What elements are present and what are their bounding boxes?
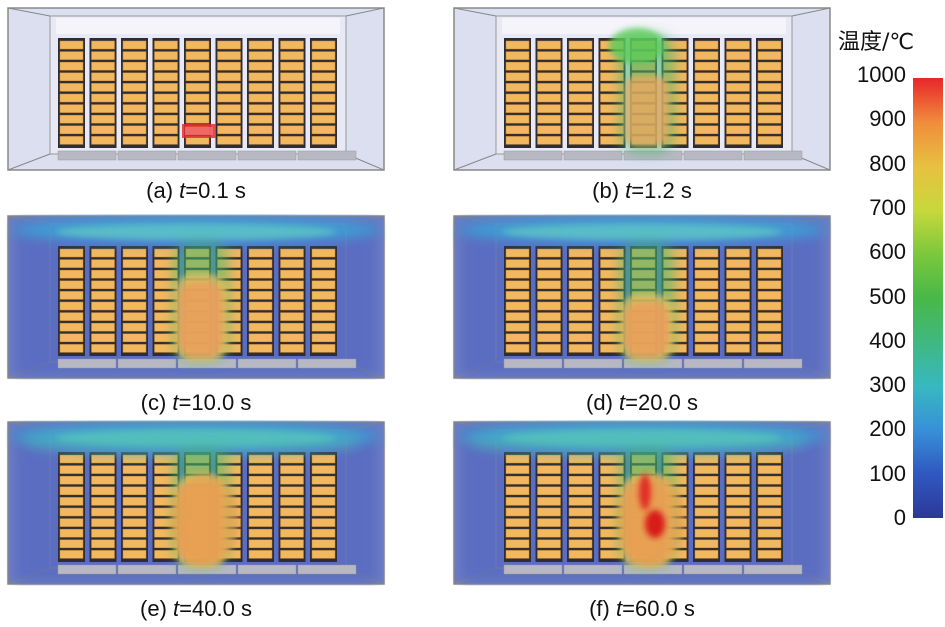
rack-room-diagram — [453, 7, 831, 171]
rack-room-diagram — [453, 421, 831, 585]
panel-d — [452, 214, 832, 380]
caption-e: (e) t=40.0 s — [140, 596, 252, 621]
panel-f — [452, 420, 832, 586]
caption-c: (c) t=10.0 s — [140, 390, 252, 415]
rack-room-diagram — [7, 7, 385, 171]
colorbar-tick-label: 700 — [869, 194, 906, 220]
colorbar-tick-label: 600 — [869, 239, 906, 265]
rack-room-diagram — [7, 215, 385, 379]
panel-e — [6, 420, 386, 586]
rack-room-diagram — [7, 421, 385, 585]
colorbar-tick-label: 200 — [869, 416, 906, 442]
panel-b — [452, 6, 832, 172]
colorbar-tick-label: 100 — [869, 460, 906, 486]
colorbar-tick-label: 800 — [869, 150, 906, 176]
rack-room-diagram — [453, 215, 831, 379]
panel-a — [6, 6, 386, 172]
colorbar — [913, 78, 943, 518]
colorbar-tick-label: 400 — [869, 327, 906, 353]
colorbar-tick-label: 900 — [869, 106, 906, 132]
colorbar-tick-label: 0 — [893, 505, 906, 530]
colorbar-tick-label: 1000 — [857, 62, 906, 87]
caption-f: (f) t=60.0 s — [589, 596, 695, 621]
caption-b: (b) t=1.2 s — [592, 178, 692, 203]
colorbar-tick-label: 300 — [869, 372, 906, 398]
colorbar-tick-label: 500 — [869, 283, 906, 309]
panel-c — [6, 214, 386, 380]
caption-a: (a) t=0.1 s — [146, 178, 246, 203]
caption-d: (d) t=20.0 s — [586, 390, 698, 415]
legend-title: 温度/℃ — [838, 30, 915, 55]
